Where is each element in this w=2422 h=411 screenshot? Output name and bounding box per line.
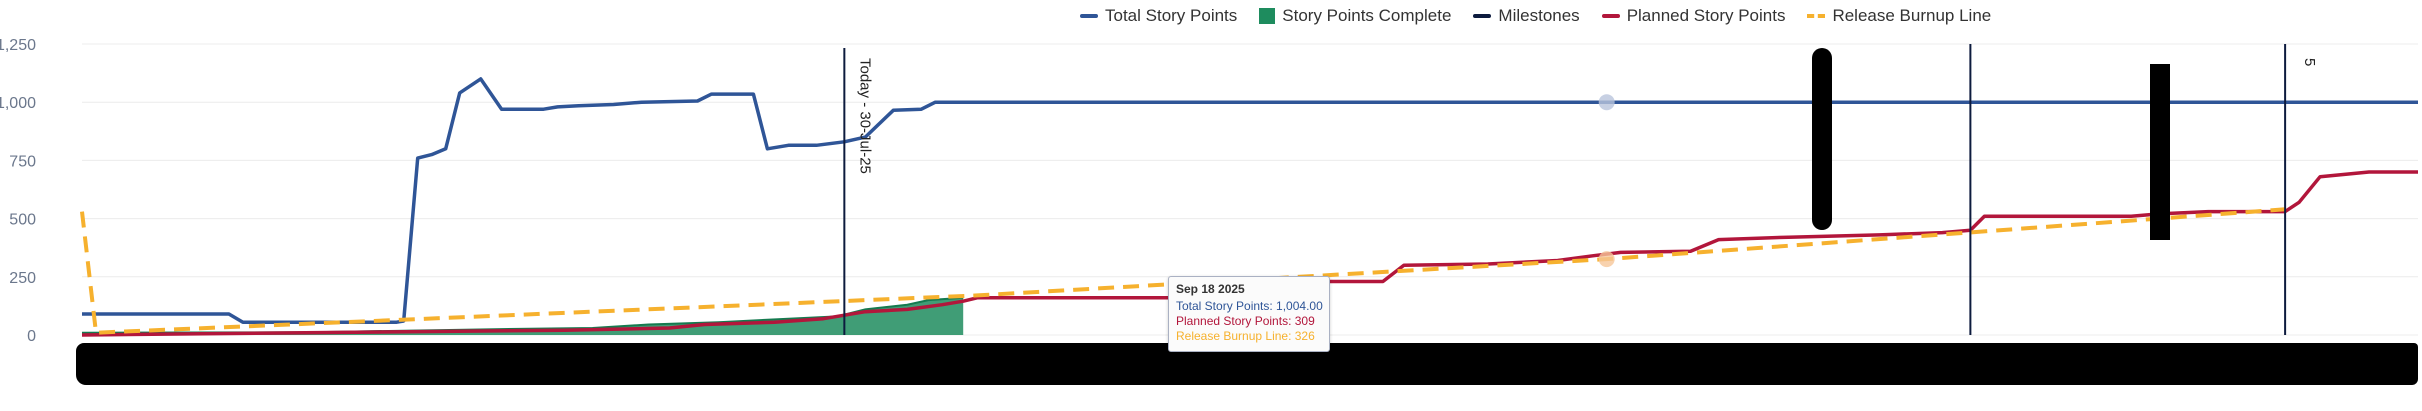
today-label: Today - 30-Jul-25 xyxy=(856,58,873,174)
tooltip-total-label: Total Story Points xyxy=(1176,299,1270,313)
tooltip-row-planned: Planned Story Points: 309 xyxy=(1176,314,1315,328)
y-tick-label: 0 xyxy=(27,328,36,345)
tooltip-burnup-value: 326 xyxy=(1294,329,1315,343)
chart-legend: Total Story Points Story Points Complete… xyxy=(1080,6,1991,26)
tooltip-row-burnup: Release Burnup Line: 326 xyxy=(1176,329,1315,343)
tooltip-row-total: Total Story Points: 1,004.00 xyxy=(1176,299,1323,313)
series-line-total xyxy=(82,77,2418,324)
tooltip-planned-label: Planned Story Points xyxy=(1176,314,1289,328)
legend-label-complete: Story Points Complete xyxy=(1282,6,1452,25)
y-tick-label: 1,000 xyxy=(0,95,36,112)
legend-swatch-burnup xyxy=(1807,14,1826,18)
legend-item-burnup[interactable]: Release Burnup Line xyxy=(1807,6,1991,26)
milestone-label-partial: 5 xyxy=(2301,58,2318,66)
series-area-complete xyxy=(82,297,964,335)
legend-item-milestones[interactable]: Milestones xyxy=(1473,6,1580,26)
legend-item-complete[interactable]: Story Points Complete xyxy=(1259,6,1451,26)
series-line-burnup xyxy=(80,207,2286,335)
y-tick-label: 500 xyxy=(9,212,36,229)
legend-swatch-complete xyxy=(1259,8,1276,24)
y-tick-label: 250 xyxy=(9,270,36,287)
legend-label-burnup: Release Burnup Line xyxy=(1832,6,1992,25)
legend-swatch-milestones xyxy=(1473,14,1492,18)
tooltip-burnup-label: Release Burnup Line xyxy=(1176,329,1289,343)
legend-item-planned[interactable]: Planned Story Points xyxy=(1601,6,1786,26)
tooltip-planned-value: 309 xyxy=(1294,314,1315,328)
redaction-mark-milestone-1 xyxy=(1812,48,1832,230)
y-tick-label: 750 xyxy=(9,153,36,170)
legend-swatch-total xyxy=(1080,14,1098,18)
legend-label-planned: Planned Story Points xyxy=(1626,6,1786,25)
redaction-mark-milestone-2 xyxy=(2150,64,2170,240)
chart-tooltip: Sep 18 2025 Total Story Points: 1,004.00… xyxy=(1168,276,1330,352)
legend-label-milestones: Milestones xyxy=(1498,6,1580,25)
legend-label-total: Total Story Points xyxy=(1105,6,1238,25)
tooltip-total-value: 1,004.00 xyxy=(1276,299,1323,313)
legend-item-total[interactable]: Total Story Points xyxy=(1080,6,1237,26)
hover-marker-total xyxy=(1598,94,1615,111)
legend-swatch-planned xyxy=(1601,14,1620,18)
y-tick-label: 1,250 xyxy=(0,37,36,54)
hover-marker-burnup xyxy=(1598,251,1615,268)
tooltip-date: Sep 18 2025 xyxy=(1176,282,1245,296)
